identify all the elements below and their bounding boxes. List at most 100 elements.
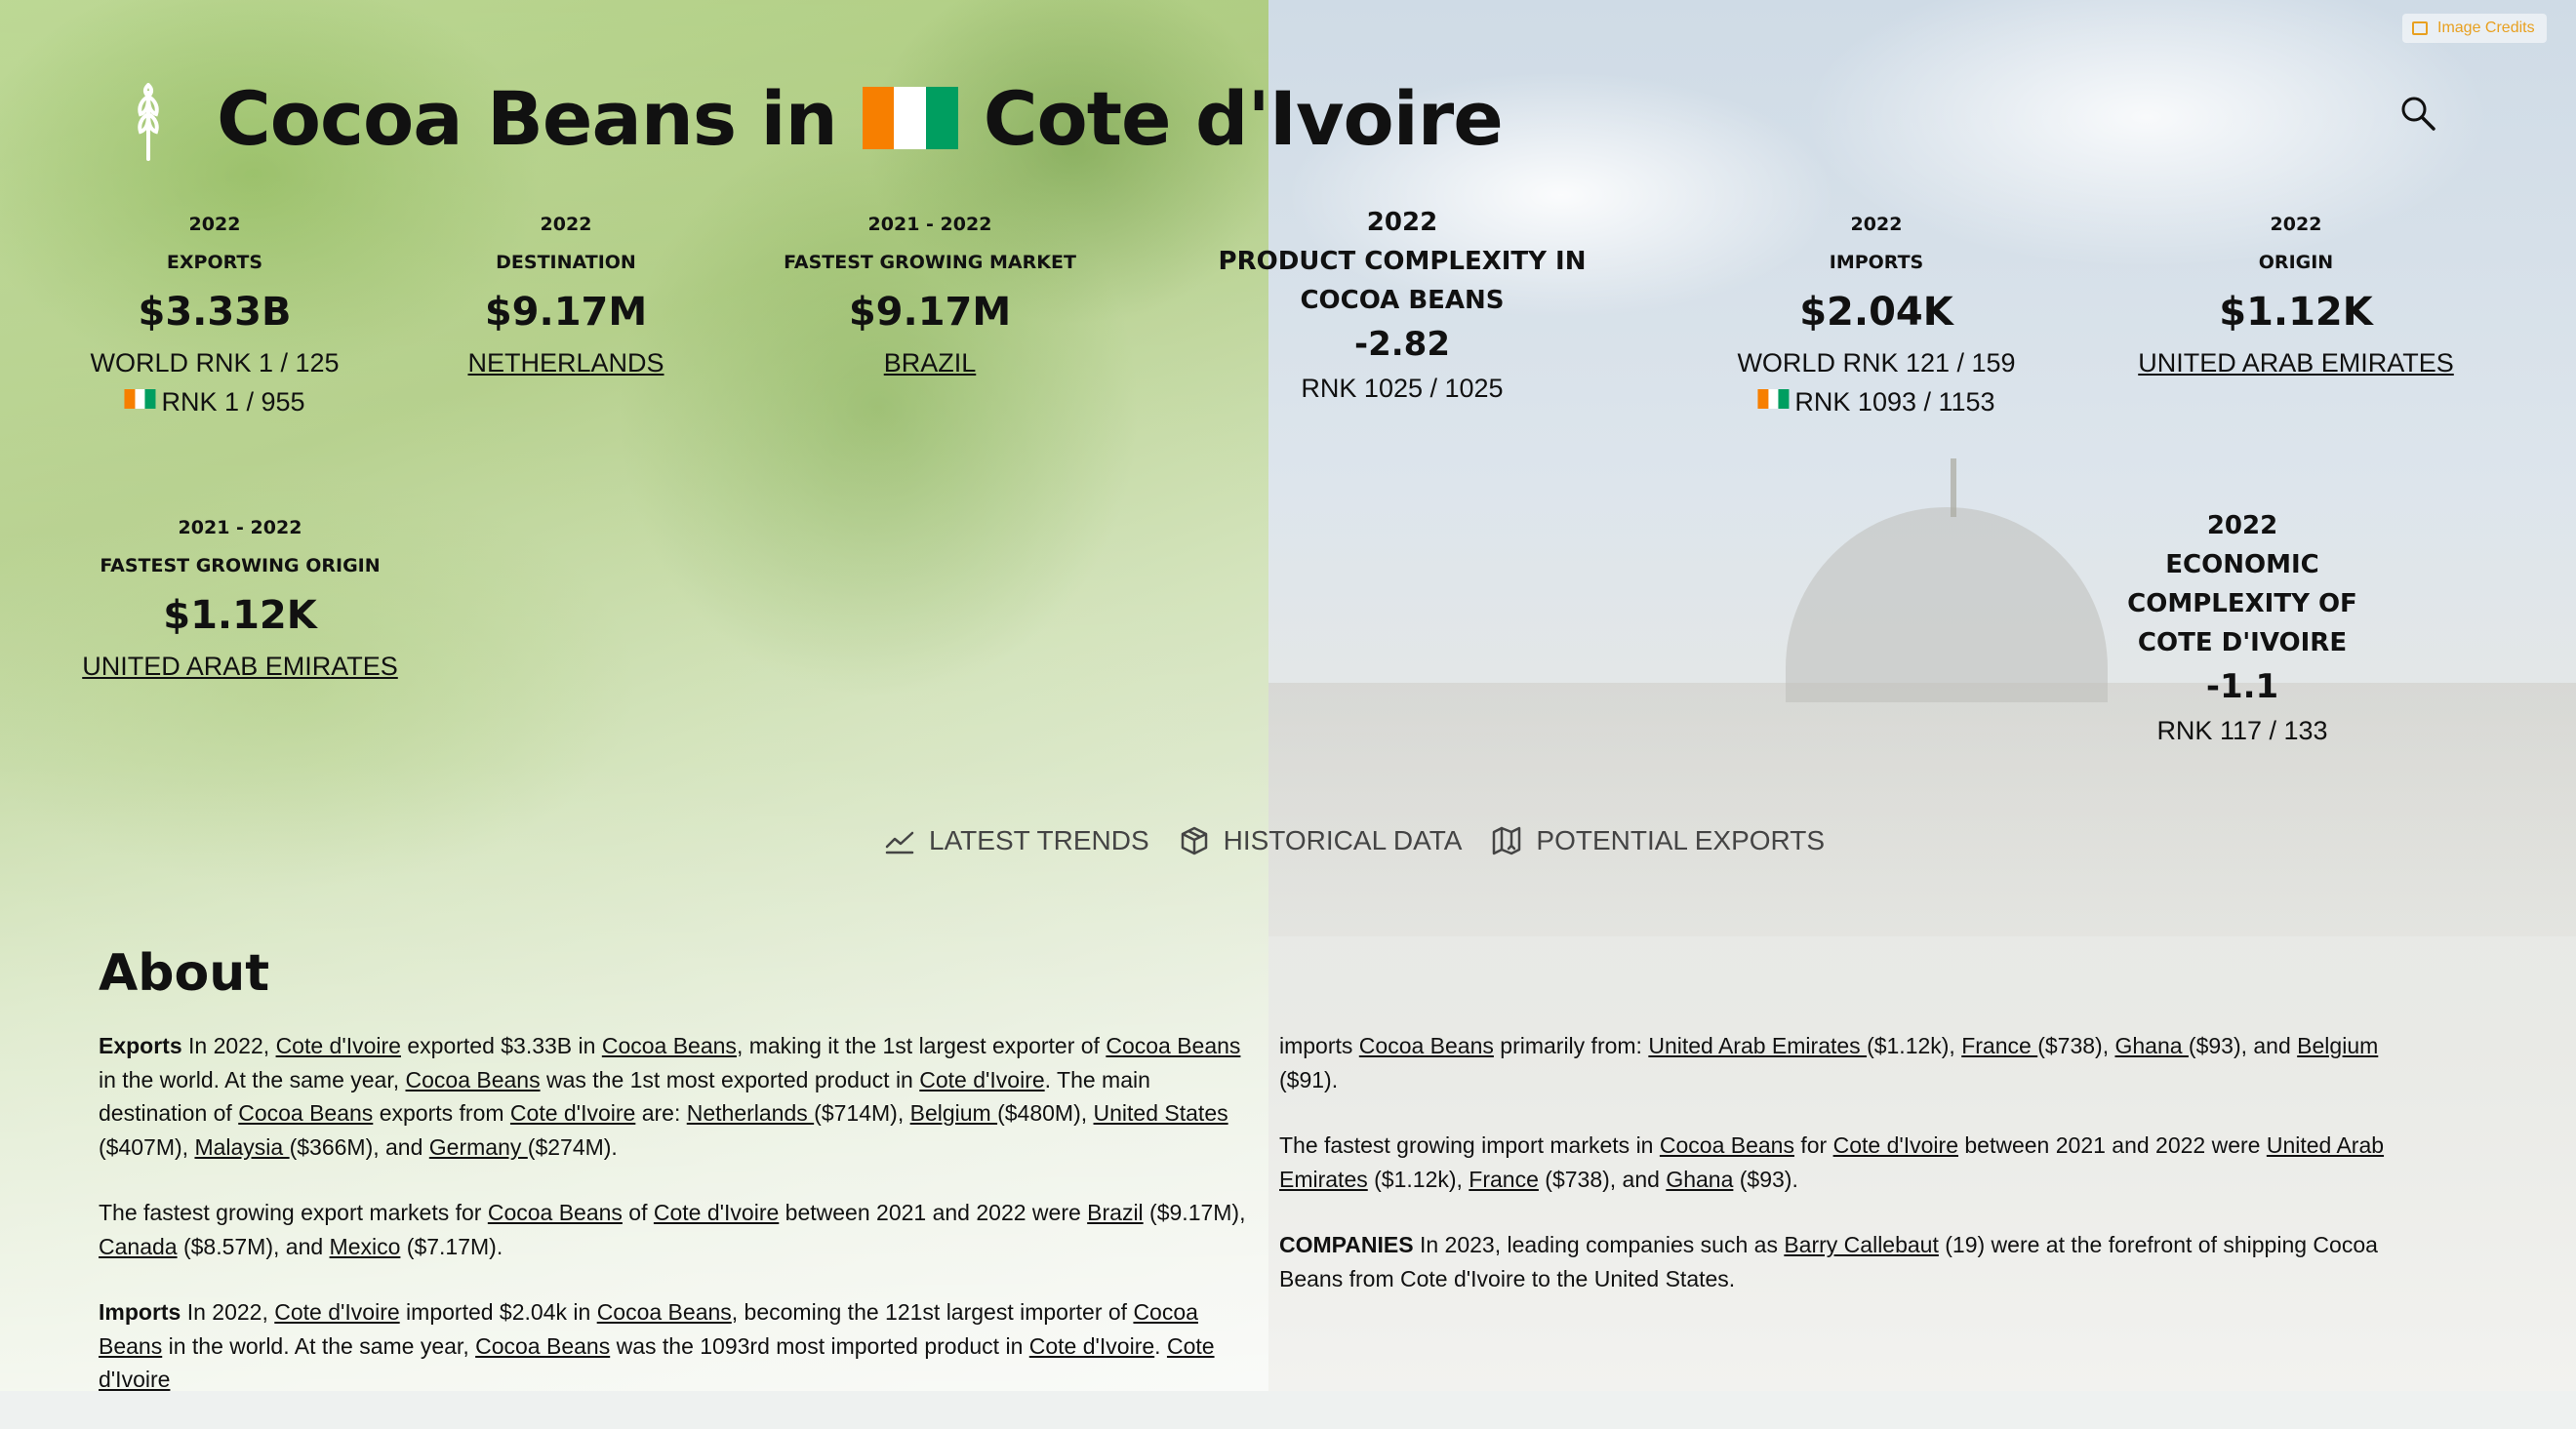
stat-label: EXPORTS [166, 252, 263, 273]
country-link[interactable]: Canada [99, 1233, 178, 1259]
company-link[interactable]: Barry Callebaut [1784, 1232, 1939, 1257]
about-companies-paragraph: COMPANIES In 2023, leading companies suc… [1279, 1232, 2378, 1291]
about-column-right: imports Cocoa Beans primarily from: Unit… [1279, 1029, 2440, 1328]
country-link[interactable]: Belgium [909, 1100, 998, 1126]
stat-rank: RNK 117 / 133 [2156, 716, 2328, 745]
country-link[interactable]: Brazil [1087, 1200, 1144, 1225]
stat-value: $3.33B [138, 290, 292, 335]
product-link[interactable]: Cocoa Beans [1358, 1033, 1494, 1058]
page-title: Cocoa Beans in Cote d'Ivoire [217, 64, 1504, 172]
image-credits-label: Image Credits [2437, 20, 2535, 36]
country-link[interactable]: United Arab Emirates [1648, 1033, 1868, 1058]
basilica-spire [1951, 458, 1956, 517]
cote-divoire-flag-icon [124, 389, 156, 409]
stat-value: $9.17M [484, 290, 648, 335]
stat-country-rank-text: RNK 1093 / 1153 [1794, 387, 1995, 417]
country-link[interactable]: Germany [428, 1133, 528, 1160]
country-link[interactable]: Cote d'Ivoire [99, 1332, 1215, 1393]
stat-value: -1.1 [2205, 667, 2279, 706]
about-heading: About [99, 944, 270, 1003]
country-link[interactable]: United States [1093, 1100, 1228, 1126]
country-link[interactable]: United Arab Emirates [1279, 1132, 2385, 1192]
tab-label: POTENTIAL EXPORTS [1536, 825, 1826, 855]
stat-country-rank-text: RNK 1 / 955 [161, 387, 305, 417]
country-link[interactable]: Belgium [2297, 1033, 2379, 1058]
image-credits-button[interactable]: Image Credits [2402, 14, 2547, 43]
stat-value: -2.82 [1353, 325, 1450, 364]
title-country[interactable]: Cote d'Ivoire [983, 74, 1504, 162]
wheat-icon [138, 83, 159, 161]
product-link[interactable]: Cocoa Beans [1659, 1132, 1794, 1158]
cube-icon [1181, 826, 1207, 855]
stat-label: FASTEST GROWING ORIGIN [100, 555, 381, 576]
country-link[interactable]: Cote d'Ivoire [1028, 1332, 1155, 1359]
paragraph-heading: Imports [99, 1299, 181, 1325]
stat-label: ORIGIN [2258, 252, 2334, 273]
country-link[interactable]: Cote d'Ivoire [274, 1299, 400, 1325]
background-image-cocoa-leaves [0, 0, 1268, 1391]
country-link[interactable]: France [1961, 1033, 2038, 1058]
product-link[interactable]: Cocoa Beans [1106, 1033, 1241, 1058]
product-link[interactable]: Cocoa Beans [601, 1033, 737, 1058]
about-imports-paragraph-continued: imports Cocoa Beans primarily from: Unit… [1279, 1033, 2379, 1092]
product-link[interactable]: Cocoa Beans [487, 1200, 623, 1225]
country-link[interactable]: France [1469, 1166, 1539, 1192]
stat-year: 2022 [188, 214, 241, 235]
product-link[interactable]: Cocoa Beans [405, 1066, 541, 1092]
stat-label: DESTINATION [496, 252, 636, 273]
stat-label: IMPORTS [1829, 252, 1924, 273]
title-product: Cocoa Beans in [217, 74, 838, 162]
country-link[interactable]: Mexico [329, 1233, 401, 1259]
tab-potential-exports[interactable]: POTENTIAL EXPORTS [1491, 825, 1825, 856]
stat-imports: 2022 IMPORTS $2.04K WORLD RNK 121 / 159 … [1737, 205, 2015, 421]
stat-rank: RNK 1025 / 1025 [1301, 374, 1504, 403]
stat-label: PRODUCT COMPLEXITY IN [1218, 247, 1587, 276]
product-link[interactable]: Cocoa Beans [238, 1100, 374, 1126]
stat-label-line2: COTE D'IVOIRE [2137, 628, 2348, 657]
stat-year: 2021 - 2022 [178, 517, 302, 538]
origin-country-link[interactable]: UNITED ARAB EMIRATES [2138, 348, 2454, 377]
section-tabs: LATEST TRENDS HISTORICAL DATA POTENTIAL … [884, 825, 1825, 856]
fastest-market-country-link[interactable]: BRAZIL [883, 348, 977, 377]
map-icon [1493, 826, 1521, 855]
tab-historical-data[interactable]: HISTORICAL DATA [1179, 825, 1462, 856]
about-import-growth-paragraph: The fastest growing import markets in Co… [1279, 1132, 2385, 1192]
stat-year: 2022 [1366, 208, 1438, 237]
country-link[interactable]: Cote d'Ivoire [919, 1066, 1045, 1092]
country-link[interactable]: Cote d'Ivoire [509, 1100, 636, 1126]
stat-fastest-growing-market: 2021 - 2022 FASTEST GROWING MARKET $9.17… [784, 205, 1076, 382]
stat-product-complexity: 2022 PRODUCT COMPLEXITY IN COCOA BEANS -… [1219, 203, 1587, 408]
stat-destination: 2022 DESTINATION $9.17M NETHERLANDS [467, 205, 664, 382]
destination-country-link[interactable]: NETHERLANDS [467, 348, 664, 377]
stat-origin: 2022 ORIGIN $1.12K UNITED ARAB EMIRATES [2138, 205, 2454, 382]
about-column-left: Exports In 2022, Cote d'Ivoire exported … [99, 1029, 1260, 1429]
country-link[interactable]: Cote d'Ivoire [275, 1033, 401, 1058]
stat-country-rank: RNK 1 / 955 [90, 382, 339, 421]
country-link[interactable]: Netherlands [686, 1100, 815, 1126]
search-icon[interactable] [2398, 94, 2437, 133]
tab-latest-trends[interactable]: LATEST TRENDS [884, 825, 1149, 856]
stat-year: 2022 [540, 214, 592, 235]
stat-value: $1.12K [2219, 290, 2373, 335]
country-link[interactable]: Malaysia [194, 1133, 290, 1160]
about-exports-paragraph: Exports In 2022, Cote d'Ivoire exported … [99, 1033, 1241, 1160]
country-link[interactable]: Cote d'Ivoire [653, 1200, 780, 1225]
country-link[interactable]: Ghana [1666, 1166, 1734, 1192]
product-link[interactable]: Cocoa Beans [596, 1299, 732, 1325]
stat-year: 2021 - 2022 [867, 214, 992, 235]
stat-year: 2022 [2206, 511, 2278, 540]
country-link[interactable]: Cote d'Ivoire [1832, 1132, 1958, 1158]
country-link[interactable]: Ghana [2114, 1033, 2189, 1058]
stat-value: $9.17M [848, 290, 1012, 335]
product-link[interactable]: Cocoa Beans [475, 1332, 611, 1359]
product-link[interactable]: Cocoa Beans [99, 1299, 1198, 1359]
fastest-origin-country-link[interactable]: UNITED ARAB EMIRATES [82, 652, 398, 681]
stat-country-rank: RNK 1093 / 1153 [1737, 382, 2015, 421]
stat-world-rank: WORLD RNK 1 / 125 [90, 348, 340, 377]
stat-label: ECONOMIC COMPLEXITY OF [2127, 550, 2357, 618]
stat-value: $1.12K [163, 593, 317, 638]
stat-economic-complexity: 2022 ECONOMIC COMPLEXITY OF COTE D'IVOIR… [2075, 506, 2409, 750]
about-export-growth-paragraph: The fastest growing export markets for C… [99, 1200, 1246, 1259]
paragraph-heading: Exports [99, 1033, 182, 1058]
paragraph-heading: COMPANIES [1279, 1232, 1414, 1257]
